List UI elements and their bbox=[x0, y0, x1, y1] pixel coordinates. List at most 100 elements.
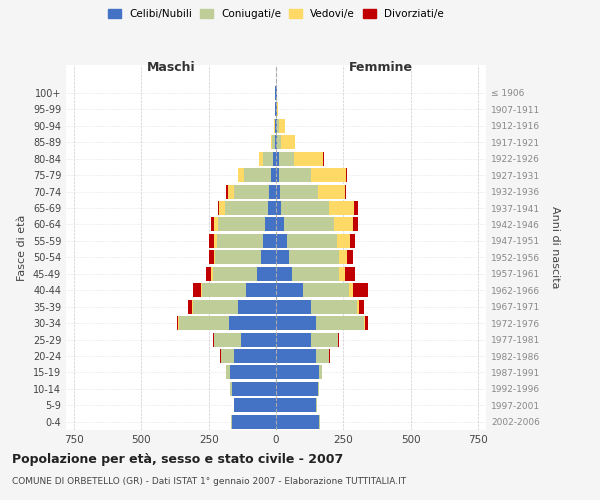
Bar bbox=[226, 366, 230, 380]
Bar bbox=[214, 250, 215, 264]
Bar bbox=[269, 184, 276, 198]
Text: Popolazione per età, sesso e stato civile - 2007: Popolazione per età, sesso e stato civil… bbox=[12, 452, 343, 466]
Bar bbox=[318, 184, 344, 198]
Bar bbox=[276, 267, 292, 281]
Bar bbox=[276, 300, 311, 314]
Bar bbox=[277, 136, 281, 149]
Bar bbox=[226, 184, 227, 198]
Bar bbox=[230, 382, 232, 396]
Bar bbox=[353, 218, 358, 232]
Bar bbox=[347, 250, 353, 264]
Bar bbox=[211, 267, 213, 281]
Bar bbox=[232, 382, 276, 396]
Bar bbox=[177, 316, 178, 330]
Bar bbox=[263, 152, 274, 166]
Bar bbox=[276, 250, 289, 264]
Bar bbox=[284, 218, 334, 232]
Bar bbox=[303, 284, 349, 297]
Bar bbox=[261, 250, 276, 264]
Bar bbox=[274, 152, 276, 166]
Bar bbox=[293, 152, 323, 166]
Bar bbox=[220, 201, 225, 215]
Bar bbox=[271, 168, 276, 182]
Bar bbox=[206, 267, 211, 281]
Bar bbox=[311, 300, 357, 314]
Bar bbox=[339, 267, 344, 281]
Bar bbox=[349, 284, 353, 297]
Bar bbox=[276, 316, 316, 330]
Bar bbox=[213, 267, 257, 281]
Bar bbox=[278, 119, 286, 133]
Bar bbox=[276, 382, 318, 396]
Bar bbox=[329, 201, 354, 215]
Bar bbox=[188, 300, 192, 314]
Bar bbox=[354, 201, 358, 215]
Bar bbox=[353, 284, 368, 297]
Bar bbox=[276, 349, 316, 363]
Bar bbox=[230, 366, 276, 380]
Text: Maschi: Maschi bbox=[146, 61, 196, 74]
Bar bbox=[344, 267, 355, 281]
Bar bbox=[318, 382, 319, 396]
Bar bbox=[217, 234, 263, 248]
Bar bbox=[214, 218, 218, 232]
Bar bbox=[234, 398, 276, 412]
Bar bbox=[241, 332, 276, 346]
Bar bbox=[192, 300, 193, 314]
Bar bbox=[265, 218, 276, 232]
Bar bbox=[289, 250, 339, 264]
Bar bbox=[281, 201, 329, 215]
Bar bbox=[277, 102, 278, 117]
Bar bbox=[276, 184, 280, 198]
Bar bbox=[179, 316, 229, 330]
Bar bbox=[200, 284, 202, 297]
Bar bbox=[215, 250, 261, 264]
Bar bbox=[229, 316, 276, 330]
Bar bbox=[218, 201, 220, 215]
Bar bbox=[238, 300, 276, 314]
Bar bbox=[276, 168, 278, 182]
Bar bbox=[227, 184, 234, 198]
Bar bbox=[214, 234, 217, 248]
Bar bbox=[278, 152, 293, 166]
Bar bbox=[225, 201, 268, 215]
Text: COMUNE DI ORBETELLO (GR) - Dati ISTAT 1° gennaio 2007 - Elaborazione TUTTITALIA.: COMUNE DI ORBETELLO (GR) - Dati ISTAT 1°… bbox=[12, 478, 406, 486]
Bar bbox=[276, 152, 278, 166]
Bar bbox=[276, 201, 281, 215]
Bar bbox=[350, 234, 355, 248]
Bar bbox=[259, 152, 263, 166]
Bar bbox=[339, 250, 347, 264]
Bar bbox=[276, 136, 277, 149]
Bar bbox=[209, 250, 214, 264]
Y-axis label: Anni di nascita: Anni di nascita bbox=[550, 206, 560, 289]
Bar bbox=[278, 168, 311, 182]
Bar bbox=[214, 332, 241, 346]
Bar bbox=[257, 267, 276, 281]
Bar bbox=[247, 284, 276, 297]
Bar bbox=[276, 332, 311, 346]
Legend: Celibi/Nubili, Coniugati/e, Vedovi/e, Divorziati/e: Celibi/Nubili, Coniugati/e, Vedovi/e, Di… bbox=[104, 5, 448, 24]
Bar bbox=[316, 349, 329, 363]
Bar bbox=[218, 218, 265, 232]
Bar bbox=[276, 119, 277, 133]
Bar bbox=[357, 300, 359, 314]
Bar bbox=[276, 398, 316, 412]
Bar bbox=[234, 184, 269, 198]
Bar bbox=[337, 234, 350, 248]
Bar bbox=[344, 184, 346, 198]
Bar bbox=[211, 218, 214, 232]
Bar bbox=[276, 415, 319, 429]
Bar bbox=[365, 316, 368, 330]
Bar bbox=[316, 316, 364, 330]
Bar bbox=[232, 415, 276, 429]
Bar bbox=[281, 136, 295, 149]
Bar bbox=[263, 234, 276, 248]
Bar bbox=[271, 136, 272, 149]
Bar bbox=[311, 332, 338, 346]
Bar bbox=[221, 349, 234, 363]
Y-axis label: Fasce di età: Fasce di età bbox=[17, 214, 27, 280]
Bar bbox=[292, 267, 339, 281]
Bar bbox=[272, 136, 275, 149]
Bar bbox=[238, 168, 244, 182]
Bar bbox=[193, 300, 238, 314]
